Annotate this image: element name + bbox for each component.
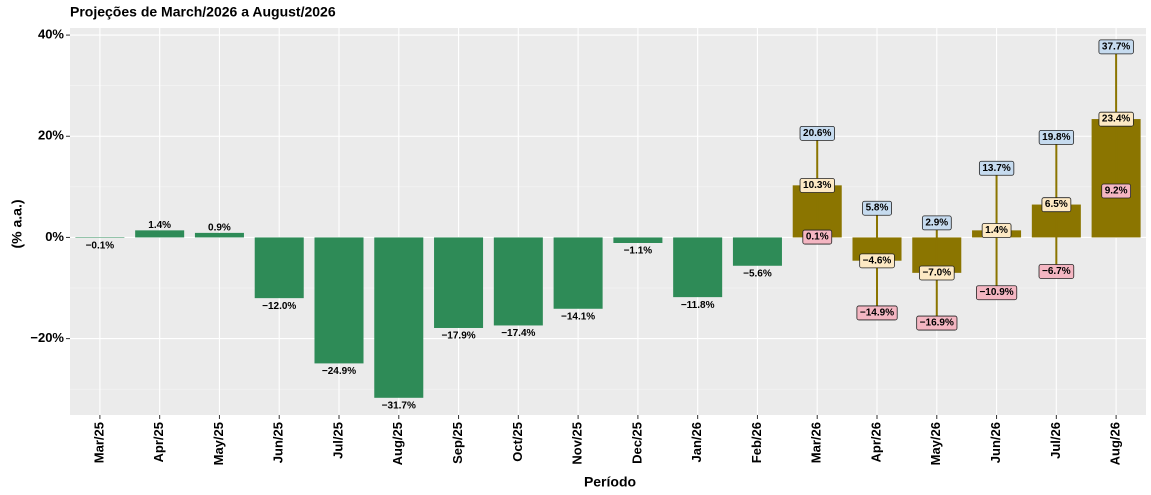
value-label: 0.9% — [208, 223, 231, 234]
lower-label-box — [856, 305, 898, 321]
lower-label-box — [916, 315, 958, 331]
lower-label-box — [1038, 264, 1075, 279]
upper-label: 13.7% — [982, 163, 1010, 174]
y-tick-label: 40% — [38, 27, 64, 42]
lower-label: −10.9% — [979, 287, 1013, 298]
upper-label-box — [799, 125, 835, 141]
upper-label-box — [978, 160, 1015, 176]
value-label: −7.0% — [922, 267, 951, 278]
upper-label-box — [862, 200, 892, 216]
value-label: −31.7% — [382, 400, 416, 411]
upper-label: 20.6% — [803, 128, 831, 139]
x-axis-label: Período — [584, 474, 636, 490]
x-tick-label: Jul/25 — [330, 422, 345, 459]
value-label-box — [799, 178, 835, 193]
upper-label-box — [1098, 39, 1134, 55]
x-tick-label: May/26 — [928, 422, 943, 465]
y-tick-label: 0% — [45, 229, 64, 244]
value-label: −14.1% — [561, 311, 595, 322]
upper-label-box — [921, 215, 952, 231]
lower-label: −14.9% — [860, 307, 894, 318]
x-tick-label: Jun/25 — [271, 422, 286, 463]
bar — [613, 237, 663, 243]
value-label: 6.5% — [1045, 199, 1068, 210]
value-label: 23.4% — [1102, 114, 1130, 125]
bar — [75, 237, 125, 238]
bar — [194, 232, 244, 238]
bar — [314, 237, 364, 364]
plot-background — [70, 28, 1146, 415]
upper-label: 37.7% — [1102, 41, 1130, 52]
bar — [553, 237, 603, 309]
lower-label-box — [1101, 183, 1132, 199]
y-tick-label: 20% — [38, 128, 64, 143]
bar — [732, 237, 782, 266]
bar — [254, 237, 304, 299]
x-tick-label: Mar/25 — [91, 422, 106, 463]
upper-label: 5.8% — [866, 203, 889, 214]
x-tick-label: May/25 — [211, 422, 226, 465]
x-tick-label: Feb/26 — [749, 422, 764, 463]
x-tick-label: Jul/26 — [1048, 422, 1063, 459]
x-tick-label: Aug/26 — [1108, 422, 1123, 465]
value-label: −0.1% — [86, 241, 115, 252]
lower-label: 9.2% — [1105, 186, 1128, 197]
y-axis-label: (% a.a.) — [9, 199, 25, 248]
value-label: 1.4% — [148, 220, 171, 231]
x-tick-label: Nov/25 — [570, 422, 585, 465]
value-label: −17.4% — [501, 328, 535, 339]
upper-label-box — [1038, 130, 1075, 145]
bar — [135, 230, 185, 238]
lower-label: −16.9% — [920, 318, 954, 329]
x-tick-label: Mar/26 — [809, 422, 824, 463]
value-label-box — [919, 265, 955, 281]
value-label: −17.9% — [441, 331, 475, 342]
chart-title: Projeções de March/2026 a August/2026 — [70, 4, 336, 20]
x-tick-label: Aug/25 — [390, 422, 405, 465]
x-tick-label: Jun/26 — [988, 422, 1003, 463]
value-label: 1.4% — [985, 225, 1008, 236]
value-label: −1.1% — [624, 246, 653, 257]
y-tick-label: −20% — [30, 330, 64, 345]
x-tick-label: Jan/26 — [689, 422, 704, 462]
value-label-box — [1041, 197, 1072, 213]
value-label-box — [1098, 111, 1134, 127]
bar — [374, 237, 424, 398]
x-tick-label: Oct/25 — [510, 422, 525, 462]
lower-label-box — [976, 285, 1018, 301]
x-tick-label: Sep/25 — [450, 422, 465, 464]
value-label-box — [981, 223, 1012, 238]
bar — [673, 237, 723, 298]
x-tick-label: Apr/26 — [868, 422, 883, 462]
value-label: −11.8% — [681, 300, 715, 311]
x-tick-label: Dec/25 — [629, 422, 644, 464]
upper-label: 2.9% — [925, 217, 948, 228]
value-label: −5.6% — [743, 268, 772, 279]
value-label: 10.3% — [803, 180, 831, 191]
upper-label: 19.8% — [1042, 132, 1070, 143]
x-tick-label: Apr/25 — [151, 422, 166, 462]
value-label-box — [859, 253, 895, 269]
lower-label: 0.1% — [806, 232, 829, 243]
bar — [493, 237, 543, 326]
lower-label-box — [802, 229, 833, 245]
lower-label: −6.7% — [1042, 266, 1071, 277]
value-label: −12.0% — [262, 301, 296, 312]
value-label: −4.6% — [863, 255, 892, 266]
value-label: −24.9% — [322, 366, 356, 377]
bar — [434, 237, 484, 328]
